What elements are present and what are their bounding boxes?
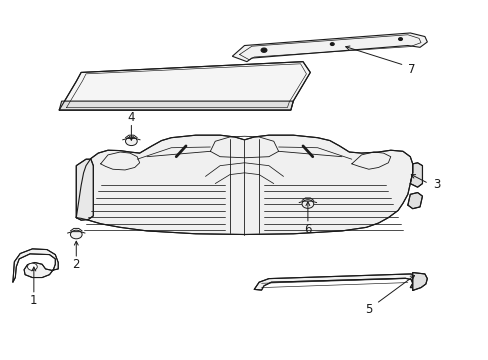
Text: 4: 4 [127, 111, 135, 124]
Polygon shape [412, 273, 427, 291]
Polygon shape [409, 163, 422, 187]
Circle shape [330, 42, 333, 45]
Circle shape [70, 230, 82, 239]
Polygon shape [13, 249, 58, 282]
Circle shape [302, 200, 313, 208]
Polygon shape [59, 101, 293, 110]
Text: 2: 2 [72, 258, 80, 271]
Circle shape [27, 263, 37, 270]
Polygon shape [232, 33, 427, 62]
Text: 7: 7 [407, 63, 415, 76]
Text: 5: 5 [365, 303, 372, 316]
Text: 6: 6 [304, 223, 311, 236]
Text: 3: 3 [432, 178, 440, 191]
Polygon shape [76, 159, 93, 220]
Text: 1: 1 [30, 294, 38, 307]
Polygon shape [76, 135, 412, 234]
Polygon shape [254, 274, 420, 290]
Polygon shape [59, 62, 310, 110]
Circle shape [261, 48, 266, 52]
Circle shape [125, 137, 137, 145]
Circle shape [398, 38, 402, 41]
Polygon shape [407, 193, 422, 209]
